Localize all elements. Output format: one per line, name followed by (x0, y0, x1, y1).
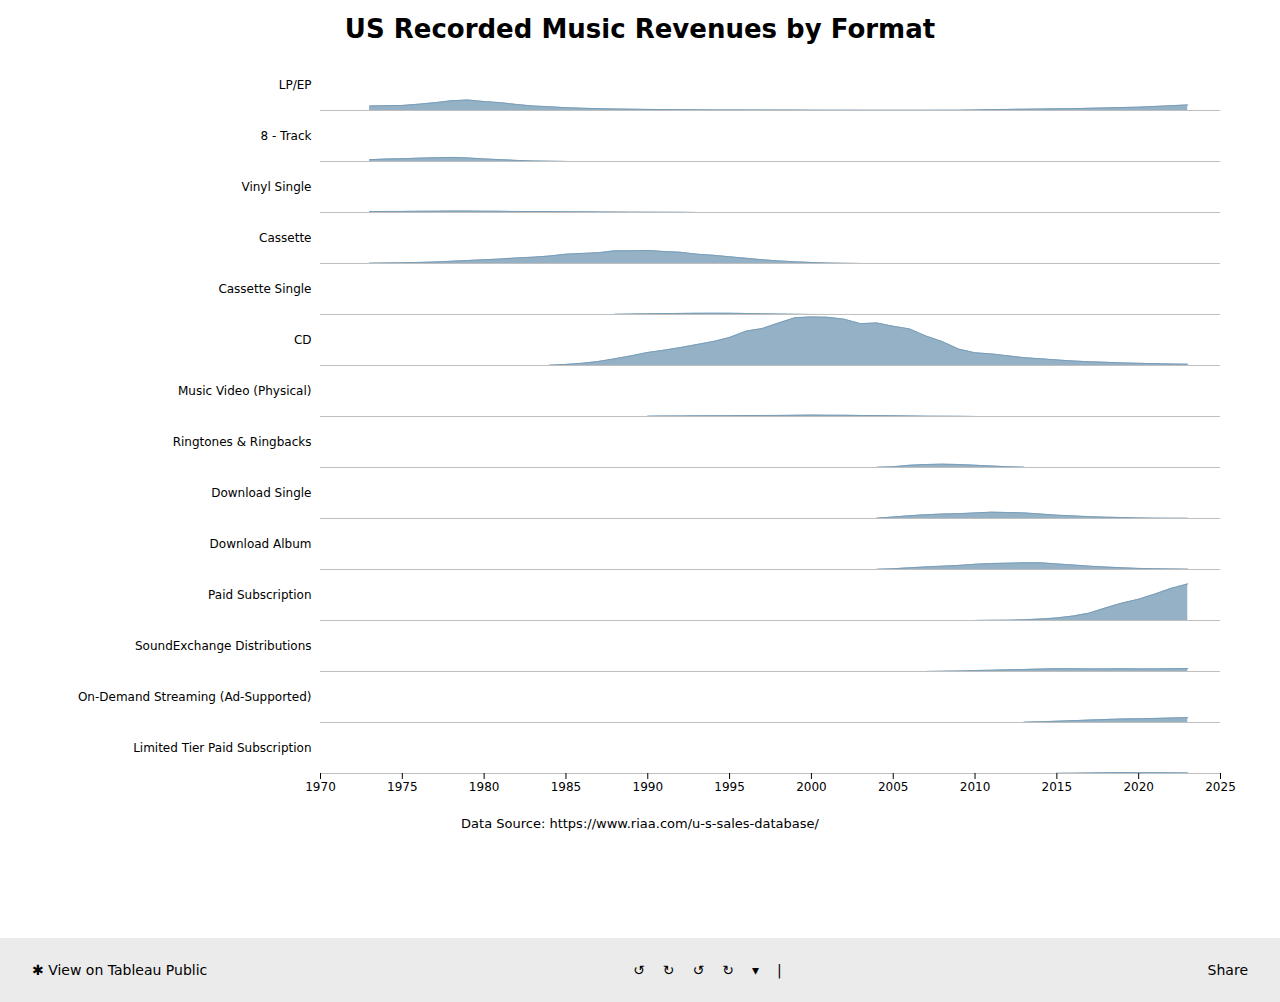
svg-text:2005: 2005 (878, 780, 909, 794)
svg-text:Download Single: Download Single (211, 486, 311, 500)
svg-text:Vinyl Single: Vinyl Single (241, 180, 311, 194)
svg-text:Download Album: Download Album (210, 537, 312, 551)
svg-text:SoundExchange Distributions: SoundExchange Distributions (135, 639, 312, 653)
svg-text:CD: CD (294, 333, 312, 347)
svg-text:1980: 1980 (469, 780, 500, 794)
html-text:US Recorded Music Revenues by: US Recorded Music Revenues by Format (344, 14, 936, 44)
svg-text:Cassette: Cassette (259, 231, 311, 245)
svg-text:2010: 2010 (960, 780, 991, 794)
svg-text:2025: 2025 (1205, 780, 1236, 794)
svg-text:1990: 1990 (632, 780, 663, 794)
svg-text:2015: 2015 (1042, 780, 1073, 794)
html-text:Data Source: https://www.riaa.: Data Source: https://www.riaa.com/u-s-sa… (461, 816, 819, 831)
html-text:Share: Share (1207, 962, 1248, 978)
svg-text:Limited Tier Paid Subscription: Limited Tier Paid Subscription (133, 741, 311, 755)
svg-text:1970: 1970 (305, 780, 336, 794)
svg-text:On-Demand Streaming (Ad-Suppor: On-Demand Streaming (Ad-Supported) (78, 690, 312, 704)
svg-text:Cassette Single: Cassette Single (218, 282, 311, 296)
svg-text:1995: 1995 (714, 780, 745, 794)
html-text:✱ View on Tableau Public: ✱ View on Tableau Public (32, 962, 208, 978)
svg-text:2000: 2000 (796, 780, 827, 794)
svg-text:8 - Track: 8 - Track (261, 129, 312, 143)
svg-text:2020: 2020 (1123, 780, 1154, 794)
svg-text:1975: 1975 (387, 780, 418, 794)
svg-text:Music Video (Physical): Music Video (Physical) (178, 384, 312, 398)
svg-text:Ringtones & Ringbacks: Ringtones & Ringbacks (173, 435, 312, 449)
svg-text:Paid Subscription: Paid Subscription (208, 588, 311, 602)
svg-text:LP/EP: LP/EP (279, 78, 312, 92)
svg-text:1985: 1985 (551, 780, 582, 794)
